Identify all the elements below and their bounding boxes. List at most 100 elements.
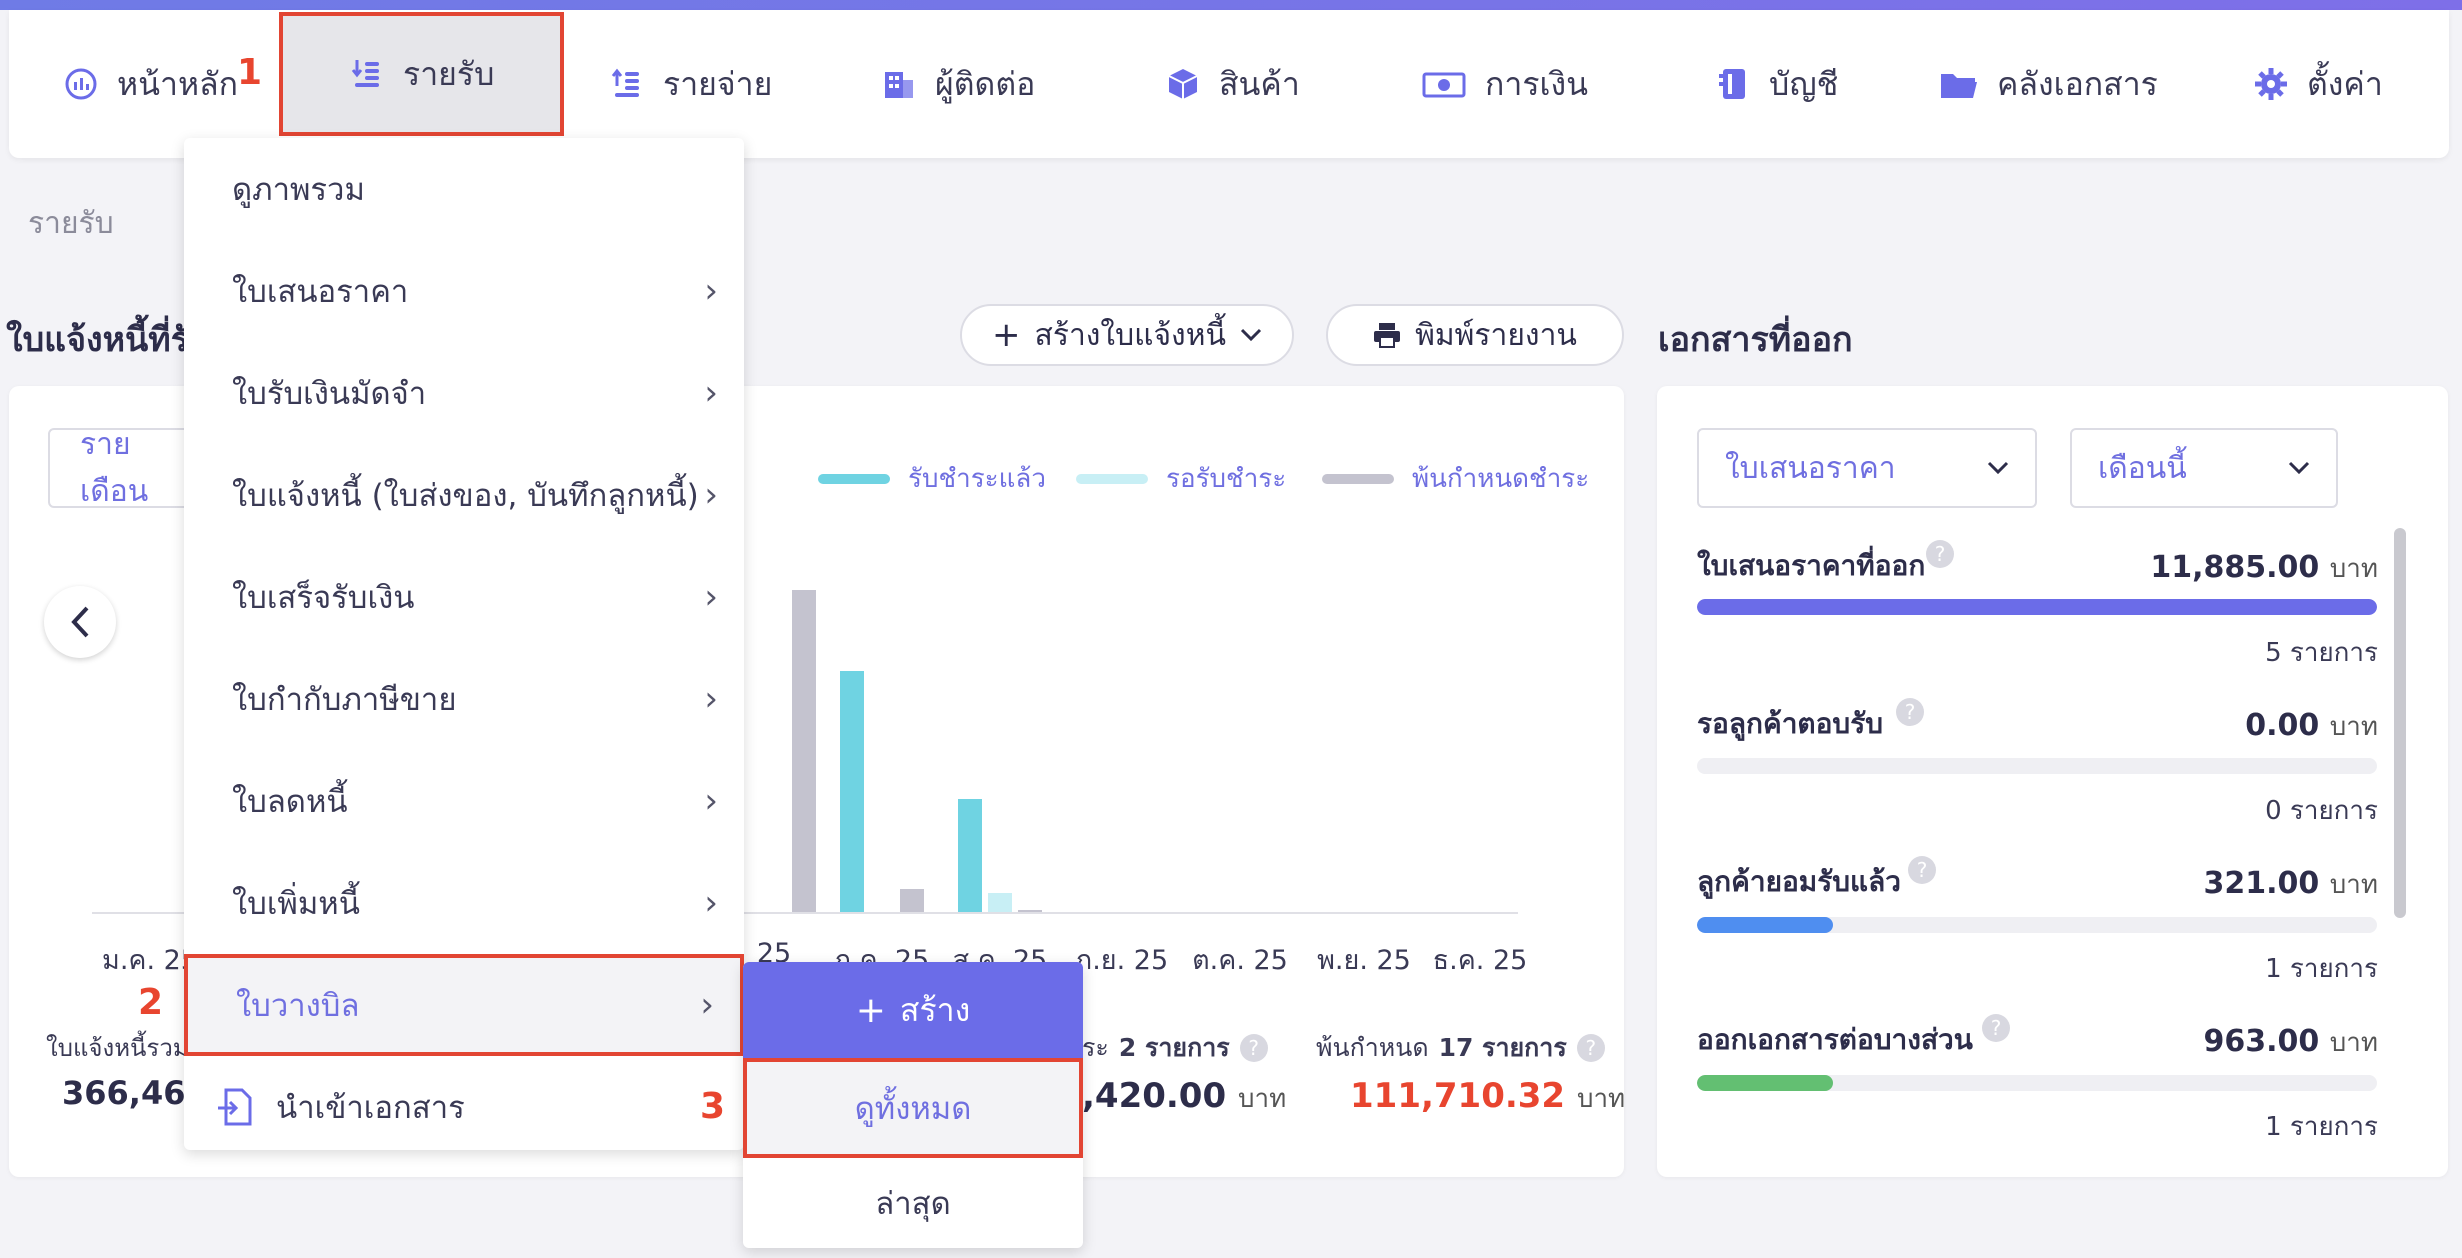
chart-circle-icon — [65, 68, 97, 100]
nav-contacts[interactable]: ผู้ติดต่อ — [881, 10, 1035, 158]
submenu-view-all-label: ดูทั้งหมด — [854, 1091, 972, 1127]
overdue-help-icon[interactable]: ? — [1576, 1034, 1605, 1062]
nav-home[interactable]: หน้าหลัก — [63, 10, 238, 158]
doc-row-label: ใบเสนอราคาที่ออก — [1697, 549, 1926, 582]
menu-item-billing-note[interactable]: ใบวางบิล › — [184, 954, 744, 1056]
submenu-create-button[interactable]: + สร้าง — [743, 962, 1083, 1058]
gear-icon — [2255, 68, 2287, 100]
step-1-marker: 1 — [237, 52, 263, 93]
menu-item-debit-note[interactable]: ใบเพิ่มหนี้ › — [184, 852, 744, 954]
doc-row-count: 0 รายการ — [2265, 796, 2378, 826]
menu-item-label: ใบเพิ่มหนี้ — [232, 886, 360, 922]
document-type-select[interactable]: ใบเสนอราคา — [1697, 428, 2037, 508]
printer-icon — [1374, 323, 1401, 348]
building-icon — [885, 72, 913, 98]
menu-item-deposit-receipt[interactable]: ใบรับเงินมัดจำ › — [184, 342, 744, 444]
doc-row-amount-value: 321.00 — [2203, 866, 2320, 901]
nav-expense[interactable]: รายจ่าย — [609, 10, 772, 158]
doc-row-help-icon[interactable]: ? — [1982, 1014, 2010, 1042]
doc-row-progress-fill — [1697, 599, 2377, 615]
total-label: ใบแจ้งหนี้รวม — [46, 1034, 189, 1062]
nav-accounting[interactable]: บัญชี — [1715, 10, 1838, 158]
create-invoice-label: สร้างใบแจ้งหนี้ — [1034, 317, 1226, 353]
nav-income[interactable]: รายรับ — [279, 12, 565, 136]
chart-bar — [1018, 910, 1042, 912]
doc-row-count: 1 รายการ — [2265, 1112, 2378, 1142]
print-report-label: พิมพ์รายงาน — [1415, 317, 1577, 353]
overdue-currency: บาท — [1576, 1084, 1626, 1114]
nav-documents[interactable]: คลังเอกสาร — [1939, 10, 2158, 158]
doc-row-help-icon[interactable]: ? — [1926, 540, 1954, 568]
nav-products[interactable]: สินค้า — [1165, 10, 1300, 158]
doc-row-progress-fill — [1697, 917, 1833, 933]
billing-note-submenu: + สร้าง ดูทั้งหมด ล่าสุด — [743, 962, 1083, 1248]
breadcrumb: รายรับ — [28, 206, 114, 241]
nav-documents-label: คลังเอกสาร — [1997, 64, 2158, 103]
chevron-left-icon — [71, 606, 89, 638]
money-icon — [1422, 72, 1466, 98]
top-navbar: หน้าหลัก 1 รายรับ รายจ่าย ผู้ติดต่อ สินค… — [9, 10, 2449, 158]
doc-row-currency: บาท — [2329, 554, 2378, 584]
submenu-view-all[interactable]: ดูทั้งหมด — [743, 1058, 1083, 1158]
documents-scrollbar[interactable] — [2394, 528, 2406, 918]
menu-item-invoice[interactable]: ใบแจ้งหนี้ (ใบส่งของ, บันทึกลูกหนี้) › — [184, 444, 744, 546]
chevron-down-icon — [1240, 328, 1262, 342]
menu-item-credit-note[interactable]: ใบลดหนี้ › — [184, 750, 744, 852]
pending-currency: บาท — [1237, 1084, 1287, 1114]
nav-contacts-label: ผู้ติดต่อ — [935, 64, 1036, 103]
document-type-value: ใบเสนอราคา — [1725, 450, 1896, 486]
x-axis-tick: ก.ย. 25 — [1075, 945, 1169, 976]
top-accent-stripe — [0, 0, 2462, 10]
chevron-right-icon: › — [704, 271, 718, 311]
doc-row-label: ลูกค้ายอมรับแล้ว — [1697, 865, 1901, 898]
doc-row-amount: 11,885.00 บาท — [2150, 548, 2378, 589]
doc-row-progress-fill — [1697, 1075, 1833, 1091]
nav-income-label: รายรับ — [403, 54, 495, 93]
chart-prev-button[interactable] — [44, 586, 116, 658]
legend-pending-swatch — [1076, 473, 1148, 484]
coins-up-icon — [611, 68, 639, 97]
create-invoice-button[interactable]: + สร้างใบแจ้งหนี้ — [960, 304, 1294, 366]
menu-item-label: ใบวางบิล — [236, 988, 360, 1024]
menu-item-receipt[interactable]: ใบเสร็จรับเงิน › — [184, 546, 744, 648]
submenu-latest[interactable]: ล่าสุด — [743, 1158, 1083, 1248]
x-axis-tick: พ.ย. 25 — [1317, 945, 1411, 976]
menu-item-label: ใบแจ้งหนี้ (ใบส่งของ, บันทึกลูกหนี้) — [232, 478, 699, 514]
nav-finance[interactable]: การเงิน — [1421, 10, 1588, 158]
menu-item-label: ดูภาพรวม — [232, 172, 365, 208]
x-axis-tick: ธ.ค. 25 — [1432, 945, 1528, 976]
total-value: 366,461 — [62, 1074, 190, 1112]
menu-item-tax-invoice[interactable]: ใบกำกับภาษีขาย › — [184, 648, 744, 750]
box-icon — [1168, 69, 1198, 99]
pending-help-icon[interactable]: ? — [1239, 1034, 1268, 1062]
chart-bar — [958, 799, 982, 912]
pending-amount: ,420.00 บาท — [1082, 1076, 1286, 1119]
chevron-right-icon: › — [704, 577, 718, 617]
menu-item-overview[interactable]: ดูภาพรวม — [184, 138, 744, 240]
nav-expense-label: รายจ่าย — [663, 64, 773, 103]
legend-paid: รับชำระแล้ว — [818, 458, 1046, 499]
document-period-select[interactable]: เดือนนี้ — [2070, 428, 2338, 508]
doc-row-help-icon[interactable]: ? — [1896, 698, 1924, 726]
overdue-label: พ้นกำหนด — [1316, 1033, 1429, 1062]
legend-paid-swatch — [818, 473, 890, 484]
menu-item-label: ใบกำกับภาษีขาย — [232, 682, 457, 718]
chevron-right-icon: › — [704, 883, 718, 923]
chart-bar — [792, 590, 816, 912]
legend-pending: รอรับชำระ — [1076, 458, 1286, 499]
overdue-summary: พ้นกำหนด 17 รายการ ? — [1316, 1028, 1605, 1068]
print-report-button[interactable]: พิมพ์รายงาน — [1326, 304, 1624, 366]
chevron-down-icon — [1987, 461, 2009, 475]
menu-item-quotation[interactable]: ใบเสนอราคา › — [184, 240, 744, 342]
doc-row-help-icon[interactable]: ? — [1908, 856, 1936, 884]
menu-item-import[interactable]: นำเข้าเอกสาร — [184, 1056, 744, 1158]
invoice-section-title: ใบแจ้งหนี้ที่รั — [6, 320, 186, 360]
doc-row-currency: บาท — [2329, 870, 2378, 900]
period-select[interactable]: รายเดือน — [48, 428, 198, 508]
chart-bar — [840, 670, 864, 912]
nav-settings[interactable]: ตั้งค่า — [2253, 10, 2383, 158]
chevron-right-icon: › — [704, 373, 718, 413]
chevron-right-icon: › — [704, 781, 718, 821]
legend-overdue: พ้นกำหนดชำระ — [1322, 458, 1589, 499]
nav-accounting-label: บัญชี — [1769, 64, 1839, 103]
